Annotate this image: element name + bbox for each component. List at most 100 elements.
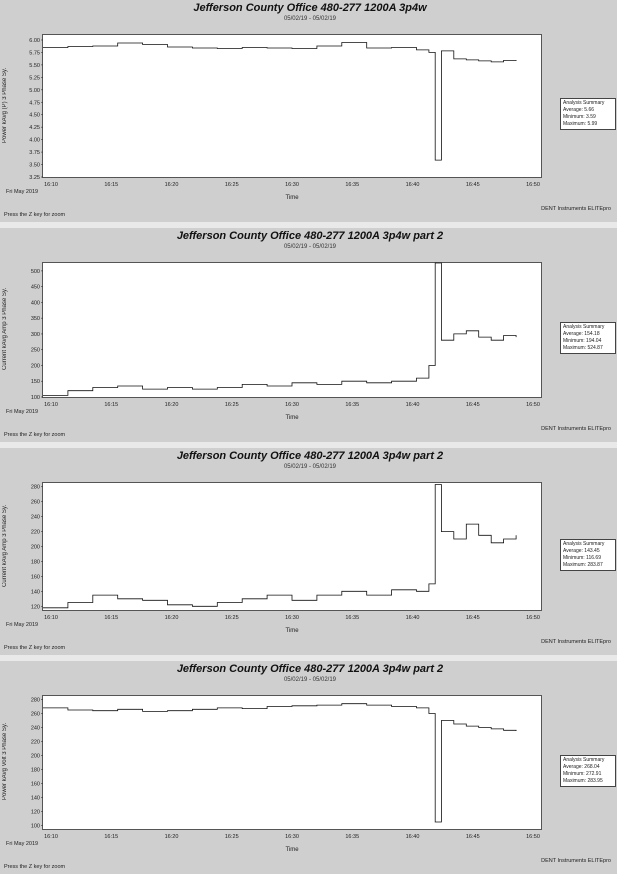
y-tick-label: 3.25 bbox=[29, 175, 40, 181]
summary-minimum: Minimum: 116.69 bbox=[563, 555, 601, 562]
summary-minimum: Minimum: 194.04 bbox=[563, 338, 602, 345]
y-tick-label: 100 bbox=[31, 824, 40, 830]
y-tick-label: 180 bbox=[31, 768, 40, 774]
vendor-credit: DENT Instruments ELITEpro bbox=[541, 639, 611, 645]
plot-area[interactable] bbox=[42, 262, 542, 398]
y-tick-label: 300 bbox=[31, 332, 40, 338]
y-tick-label: 400 bbox=[31, 300, 40, 306]
x-tick-label: 16:40 bbox=[406, 834, 420, 840]
x-tick-label: 16:15 bbox=[104, 834, 118, 840]
chart-svg: 100 120 140 160 180 200 220 240 260 280 16:10 16:15… bbox=[6, 698, 540, 854]
y-tick-label: 140 bbox=[31, 589, 40, 595]
analysis-summary-box: Analysis Summary Average: 5.66 Minimum: 3.… bbox=[560, 97, 616, 130]
x-tick-label: 16:45 bbox=[466, 615, 480, 621]
plot-area[interactable] bbox=[42, 482, 542, 611]
y-tick-label: 220 bbox=[31, 740, 40, 746]
series-line bbox=[43, 42, 517, 161]
x-tick-label: 16:30 bbox=[285, 182, 299, 188]
y-tick-label: 5.25 bbox=[29, 75, 40, 81]
summary-average: Average: 154.18 bbox=[563, 331, 600, 338]
y-tick-label: 200 bbox=[31, 363, 40, 369]
y-tick-label: 4.75 bbox=[29, 100, 40, 106]
x-tick-label: 16:25 bbox=[225, 615, 239, 621]
x-tick-label: 16:25 bbox=[225, 402, 239, 408]
y-tick-label: 250 bbox=[31, 348, 40, 354]
x-tick-label: 16:35 bbox=[345, 402, 359, 408]
x-tick-label: 16:50 bbox=[526, 834, 540, 840]
chart-title: Jefferson County Office 480-277 1200A 3p… bbox=[176, 663, 444, 675]
y-tick-label: 220 bbox=[31, 530, 40, 536]
x-tick-label: 16:25 bbox=[225, 182, 239, 188]
y-tick-label: 180 bbox=[31, 559, 40, 565]
y-tick-label: 140 bbox=[31, 796, 40, 802]
plot-area[interactable] bbox=[42, 34, 542, 178]
y-tick-label: 260 bbox=[31, 712, 40, 718]
zoom-hint: Press the Z key for zoom bbox=[4, 432, 66, 438]
summary-average: Average: 5.66 bbox=[563, 106, 595, 113]
y-tick-label: 120 bbox=[31, 604, 40, 610]
y-tick-label: 350 bbox=[31, 316, 40, 322]
x-tick-label: 16:30 bbox=[285, 402, 299, 408]
summary-maximum: Maximum: 524.87 bbox=[563, 345, 603, 352]
chart-subtitle: 05/02/19 - 05/02/19 bbox=[283, 677, 337, 683]
y-tick-label: 240 bbox=[31, 515, 40, 521]
y-tick-label: 3.50 bbox=[29, 163, 40, 169]
x-tick-label: 16:45 bbox=[466, 402, 480, 408]
vendor-credit: DENT Instruments ELITEpro bbox=[541, 858, 611, 864]
chart-subtitle: 05/02/19 - 05/02/19 bbox=[283, 464, 337, 470]
series-line bbox=[43, 703, 517, 823]
y-tick-label: 5.75 bbox=[29, 50, 40, 56]
zoom-hint: Press the Z key for zoom bbox=[4, 212, 66, 218]
y-tick-label: 150 bbox=[31, 379, 40, 385]
y-tick-label: 5.50 bbox=[29, 63, 40, 69]
x-tick-label: 16:40 bbox=[406, 615, 420, 621]
x-tick-label: 16:10 bbox=[44, 834, 58, 840]
analysis-summary-box: Analysis Summary Average: 268.04 Minimum: … bbox=[560, 754, 616, 787]
x-tick-label: 16:10 bbox=[44, 402, 58, 408]
y-tick-label: 5.00 bbox=[29, 88, 40, 94]
analysis-summary-box: Analysis Summary Average: 154.18 Minimum: … bbox=[560, 322, 616, 355]
chart-svg: 120 140 160 180 200 220 240 260 280 16:10 16:15 16:… bbox=[6, 484, 540, 634]
x-axis-label: Time bbox=[285, 628, 299, 634]
y-tick-label: 100 bbox=[31, 395, 40, 401]
x-axis-label: Time bbox=[285, 415, 299, 421]
series-line bbox=[43, 262, 517, 396]
x-tick-label: 16:30 bbox=[285, 834, 299, 840]
y-tick-label: 280 bbox=[31, 485, 40, 491]
summary-maximum: Maximum: 5.99 bbox=[563, 120, 598, 127]
date-label: Fri May 2019 bbox=[6, 622, 38, 628]
x-tick-label: 16:10 bbox=[44, 615, 58, 621]
y-tick-label: 260 bbox=[31, 500, 40, 506]
plot-area[interactable] bbox=[42, 695, 542, 830]
x-tick-label: 16:15 bbox=[104, 182, 118, 188]
x-tick-label: 16:40 bbox=[406, 402, 420, 408]
x-tick-label: 16:35 bbox=[345, 615, 359, 621]
y-tick-label: 160 bbox=[31, 574, 40, 580]
chart-subtitle: 05/02/19 - 05/02/19 bbox=[283, 16, 337, 22]
zoom-hint: Press the Z key for zoom bbox=[4, 864, 66, 870]
y-tick-label: 450 bbox=[31, 285, 40, 291]
y-tick-label: 280 bbox=[31, 698, 40, 704]
x-tick-label: 16:50 bbox=[526, 402, 540, 408]
chart-svg: 3.25 3.50 3.75 4.00 4.25 4.50 4.75 5.00 5.25 5.50… bbox=[6, 38, 540, 201]
x-tick-label: 16:45 bbox=[466, 182, 480, 188]
chart-svg: 100 150 200 250 300 350 400 450 500 16:10 16:15 16:… bbox=[6, 262, 540, 421]
chart-panel-4: Jefferson County Office 480-277 1200A 3p… bbox=[0, 661, 617, 874]
x-axis-label: Time bbox=[285, 847, 299, 853]
zoom-hint: Press the Z key for zoom bbox=[4, 645, 66, 651]
summary-heading: Analysis Summary bbox=[563, 324, 605, 331]
x-tick-label: 16:35 bbox=[345, 182, 359, 188]
chart-panel-1: Jefferson County Office 480-277 1200A 3p… bbox=[0, 0, 617, 222]
chart-subtitle: 05/02/19 - 05/02/19 bbox=[283, 244, 337, 250]
x-tick-label: 16:50 bbox=[526, 615, 540, 621]
analysis-summary-box: Analysis Summary Average: 143.45 Minimum: … bbox=[560, 539, 616, 572]
chart-panel-2: Jefferson County Office 480-277 1200A 3p… bbox=[0, 228, 617, 442]
y-tick-label: 4.25 bbox=[29, 125, 40, 131]
summary-heading: Analysis Summary bbox=[563, 541, 605, 548]
summary-average: Average: 268.04 bbox=[563, 763, 600, 770]
y-tick-label: 160 bbox=[31, 782, 40, 788]
summary-heading: Analysis Summary bbox=[563, 99, 605, 106]
y-tick-label: 6.00 bbox=[29, 38, 40, 44]
chart-title: Jefferson County Office 480-277 1200A 3p… bbox=[176, 450, 444, 462]
summary-heading: Analysis Summary bbox=[563, 756, 605, 763]
